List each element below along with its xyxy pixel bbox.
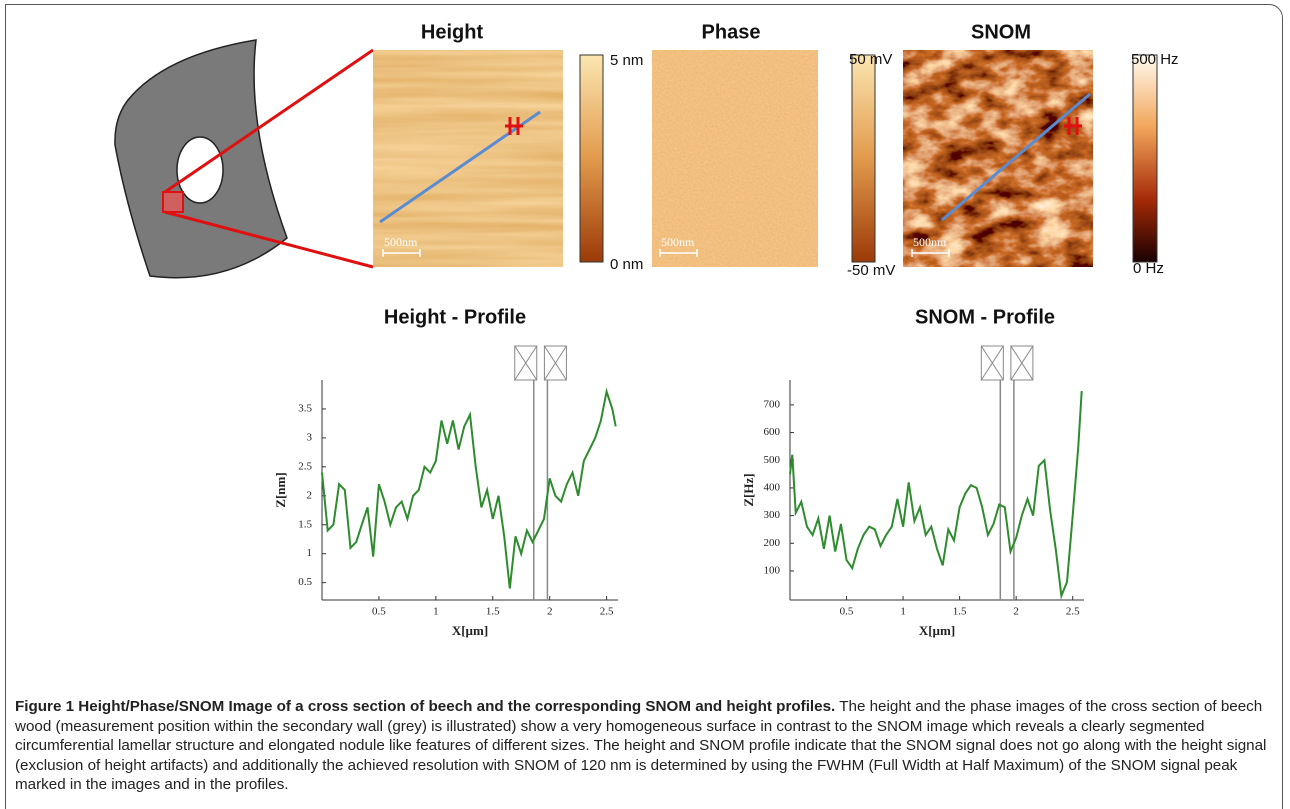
- x-tick-label: 1.5: [486, 606, 500, 618]
- y-tick-label: 3: [307, 431, 313, 443]
- y-tick-label: 0.5: [298, 576, 312, 588]
- y-axis-label: Z[nm]: [273, 472, 288, 507]
- colorbar: [852, 55, 875, 262]
- colorbar: [580, 55, 603, 262]
- figure-page: Height Phase SNOM 5 nm 0 nm 50 mV -50 mV…: [0, 0, 1290, 809]
- x-axis-label: X[µm]: [919, 623, 955, 638]
- x-axis-label: X[µm]: [452, 623, 488, 638]
- y-tick-label: 500: [764, 454, 781, 466]
- profile-line: [322, 392, 616, 589]
- x-tick-label: 2.5: [600, 606, 614, 618]
- y-tick-label: 300: [764, 509, 781, 521]
- x-tick-label: 2: [547, 606, 553, 618]
- colorbar-min: 0 nm: [610, 256, 643, 273]
- x-tick-label: 1: [900, 606, 906, 618]
- y-tick-label: 2.5: [298, 460, 312, 472]
- colorbar-min: 0 Hz: [1133, 260, 1164, 277]
- measure-region: [163, 192, 183, 212]
- y-tick-label: 200: [764, 537, 781, 549]
- y-tick-label: 100: [764, 564, 781, 576]
- y-tick-label: 400: [764, 481, 781, 493]
- x-tick-label: 2: [1013, 606, 1019, 618]
- x-tick-label: 0.5: [840, 606, 854, 618]
- x-tick-label: 2.5: [1066, 606, 1080, 618]
- y-tick-label: 700: [764, 398, 781, 410]
- scale-bar-label: 500nm: [661, 235, 695, 249]
- x-tick-label: 1.5: [953, 606, 967, 618]
- colorbar: [1133, 55, 1157, 262]
- colorbar-max: 500 Hz: [1131, 51, 1179, 68]
- chart-title: SNOM - Profile: [915, 306, 1055, 328]
- y-tick-label: 2: [307, 489, 313, 501]
- colorbar-max: 5 nm: [610, 52, 643, 69]
- y-tick-label: 1: [307, 547, 313, 559]
- y-tick-label: 3.5: [298, 402, 312, 414]
- scale-bar-label: 500nm: [384, 235, 418, 249]
- y-tick-label: 1.5: [298, 518, 312, 530]
- y-tick-label: 600: [764, 426, 781, 438]
- caption: Figure 1 Height/Phase/SNOM Image of a cr…: [15, 697, 1277, 795]
- x-tick-label: 0.5: [372, 606, 386, 618]
- colorbar-min: -50 mV: [847, 262, 895, 279]
- image-title: SNOM: [971, 21, 1031, 43]
- chart-title: Height - Profile: [384, 306, 526, 328]
- y-axis-label: Z[Hz]: [741, 473, 756, 506]
- colorbar-max: 50 mV: [849, 51, 892, 68]
- x-tick-label: 1: [433, 606, 439, 618]
- image-title: Phase: [702, 21, 761, 43]
- profile-line: [790, 391, 1082, 596]
- image-title: Height: [421, 21, 484, 43]
- scale-bar-label: 500nm: [913, 235, 947, 249]
- figure: Height Phase SNOM 5 nm 0 nm 50 mV -50 mV…: [0, 0, 1290, 690]
- caption-bold: Figure 1 Height/Phase/SNOM Image of a cr…: [15, 698, 835, 715]
